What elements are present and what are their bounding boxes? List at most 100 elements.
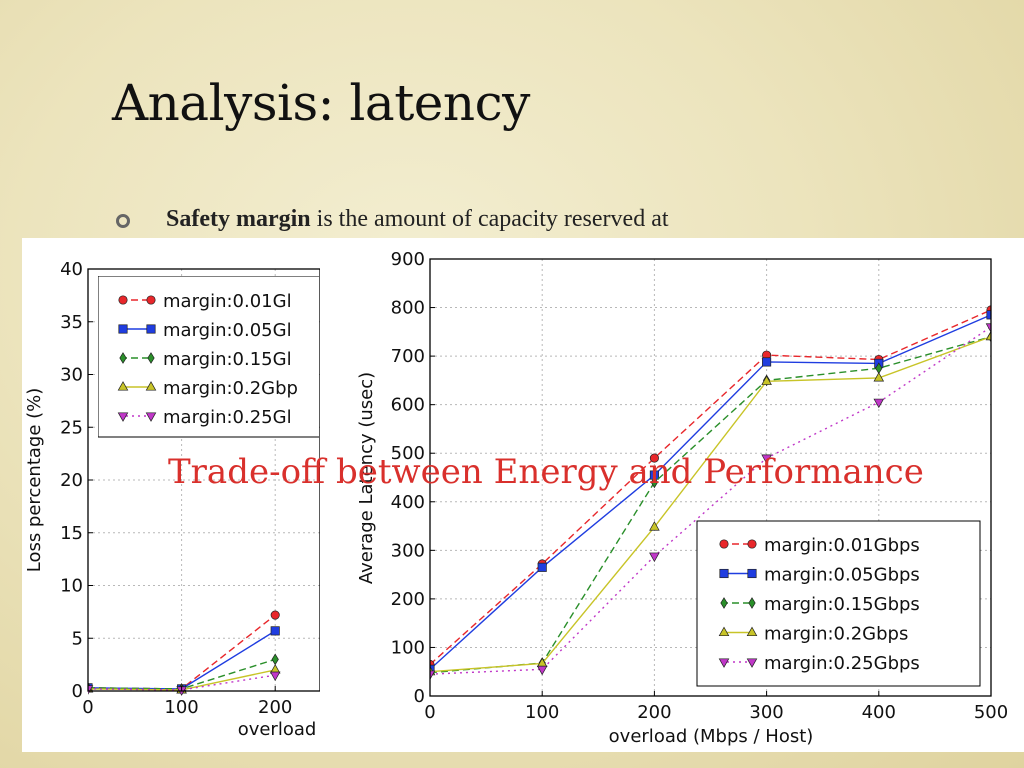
right-legend-marker [746,658,758,668]
data-point [985,330,991,341]
left-x-axis-label: overload [238,719,317,740]
left-legend-body: margin:0.01Gl margin:0.05Gl margin:0.15Gl m… [98,276,319,438]
series-line-4 [430,336,991,673]
series-line-2 [430,314,991,670]
right-legend-marker [746,626,758,637]
x-tick-label: 400 [862,702,896,723]
bullet-text: Safety margin is the amount of capacity … [166,206,669,233]
left-y-axis-label: Loss percentage (%) [24,388,45,573]
y-tick-label: 0 [414,686,425,707]
series-line-1 [88,614,276,690]
y-tick-label: 35 [60,312,83,333]
right-legend-marker [719,568,729,579]
data-point [985,323,991,333]
x-tick-label: 100 [164,697,198,718]
left-legend-marker [145,412,157,422]
x-tick-label: 0 [82,697,93,718]
y-tick-label: 100 [391,637,425,658]
left-legend-label: margin:0.25Gl [163,407,292,428]
right-legend-marker [719,539,729,549]
y-tick-label: 10 [60,576,83,597]
data-point [762,357,772,367]
right-legend-label: margin:0.01Gbps [764,535,920,556]
right-legend-marker [720,597,728,609]
right-x-axis-label: overload (Mbps / Host) [609,726,814,747]
left-legend-label: margin:0.01Gl [163,291,292,312]
y-tick-label: 0 [72,681,83,702]
overlay-caption: Trade-off between Energy and Performance [168,452,924,492]
y-tick-label: 500 [391,443,425,464]
left-legend-marker [118,295,128,305]
figure-panel: 0 5 10 15 20 25 30 35 40 0 100 200 overload Loss perc… [22,238,1024,752]
right-legend-marker [748,597,756,609]
y-tick-label: 900 [391,249,425,270]
left-legend-marker [118,324,128,334]
series-line-1 [430,309,991,665]
left-legend-label: margin:0.2Gbp [163,378,298,399]
data-point [873,372,885,382]
data-point [430,664,435,674]
series-line-5 [88,674,276,691]
data-point [649,552,660,563]
right-legend-label: margin:0.15Gbps [764,594,920,615]
right-legend-marker [718,626,730,637]
left-legend-marker [119,352,127,364]
x-tick-label: 0 [424,702,435,723]
data-point [270,626,280,636]
x-tick-label: 200 [637,702,671,723]
right-legend: margin:0.01Gbps margin:0.05Gbps margin:0.1… [696,520,981,687]
y-tick-label: 800 [391,298,425,319]
y-tick-label: 600 [391,395,425,416]
left-legend: margin:0.01Gl margin:0.05Gl margin:0.15Gl m… [98,276,319,438]
right-y-axis-label: Average Latency (usec) [356,372,377,584]
y-tick-label: 700 [391,346,425,367]
y-tick-label: 5 [72,628,83,649]
left-legend-marker [146,295,156,305]
slide-title: Analysis: latency [112,74,530,132]
y-tick-label: 40 [60,259,83,280]
data-point [649,521,660,531]
y-tick-label: 20 [60,470,83,491]
bullet-rest: is the amount of capacity reserved at [316,206,669,232]
left-legend-label: margin:0.15Gl [163,349,292,370]
data-point [537,562,547,572]
y-tick-label: 400 [391,492,425,513]
data-point [88,685,94,695]
x-tick-label: 300 [749,702,783,723]
right-legend-label: margin:0.25Gbps [764,653,920,674]
left-legend-marker [146,324,156,334]
y-tick-label: 300 [391,540,425,561]
plot-frame [429,258,992,697]
data-point [761,454,772,464]
left-legend-marker [145,381,157,391]
data-point [270,610,280,620]
right-legend-marker [747,539,757,549]
x-tick-label: 100 [525,702,559,723]
data-point [873,398,885,409]
right-legend-marker [718,658,730,668]
left-legend-box [98,276,319,438]
data-point [430,670,436,681]
bullet-circle-icon [116,214,130,228]
x-tick-label: 200 [258,697,292,718]
data-point [536,665,548,676]
data-point [271,653,279,666]
x-tick-label: 500 [974,702,1008,723]
bullet-item: Safety margin is the amount of capacity … [114,206,914,240]
left-legend-label: margin:0.05Gl [163,320,292,341]
left-legend-marker [117,381,129,391]
y-tick-label: 15 [60,523,83,544]
right-legend-label: margin:0.2Gbps [764,624,908,645]
right-legend-marker [747,568,757,579]
y-tick-label: 30 [60,365,83,386]
data-point [269,671,281,682]
y-tick-label: 25 [60,417,83,438]
left-legend-marker [147,352,155,364]
data-point [761,375,772,385]
bullet-bold-term: Safety margin [166,206,311,232]
y-tick-label: 200 [391,589,425,610]
right-legend-label: margin:0.05Gbps [764,565,920,586]
data-point [649,453,659,463]
data-point [650,476,659,489]
